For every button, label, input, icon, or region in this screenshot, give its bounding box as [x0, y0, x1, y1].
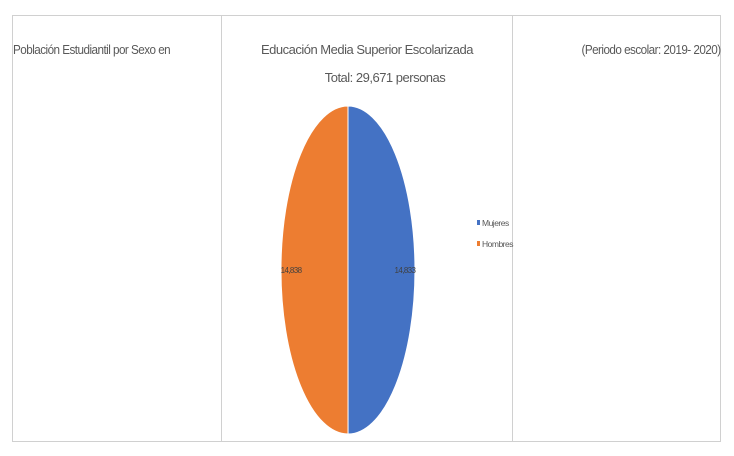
chart-subtitle: Total: 29,671 personas: [324, 70, 446, 85]
chart-legend: Mujeres Hombres: [477, 212, 513, 254]
legend-swatch-mujeres: [477, 220, 480, 225]
left-title: Población Estudiantil por Sexo en: [13, 42, 171, 57]
outer-chart-frame: [12, 15, 721, 442]
legend-label-hombres: Hombres: [482, 238, 513, 249]
legend-item-hombres: Hombres: [477, 233, 513, 254]
pie-slice-hombres: [280, 105, 349, 435]
pie-slice-mujeres: [347, 105, 416, 435]
data-label-hombres: 14,838: [281, 266, 303, 275]
legend-swatch-hombres: [477, 241, 480, 246]
chart-area-frame: [221, 15, 513, 442]
legend-item-mujeres: Mujeres: [477, 212, 513, 233]
right-title: (Periodo escolar: 2019- 2020): [581, 42, 722, 57]
chart-title: Educación Media Superior Escolarizada: [260, 42, 474, 57]
data-label-mujeres: 14,833: [395, 266, 417, 275]
legend-label-mujeres: Mujeres: [482, 217, 509, 228]
